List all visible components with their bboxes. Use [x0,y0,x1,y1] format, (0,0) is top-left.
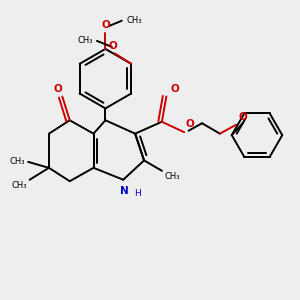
Text: CH₃: CH₃ [126,16,142,25]
Text: O: O [171,83,180,94]
Text: CH₃: CH₃ [77,36,92,45]
Text: O: O [238,112,247,122]
Text: O: O [101,20,110,30]
Text: O: O [53,83,62,94]
Text: O: O [186,119,194,129]
Text: CH₃: CH₃ [11,181,27,190]
Text: O: O [109,41,118,51]
Text: H: H [134,189,140,198]
Text: N: N [120,186,129,196]
Text: CH₃: CH₃ [165,172,180,181]
Text: CH₃: CH₃ [10,158,25,166]
